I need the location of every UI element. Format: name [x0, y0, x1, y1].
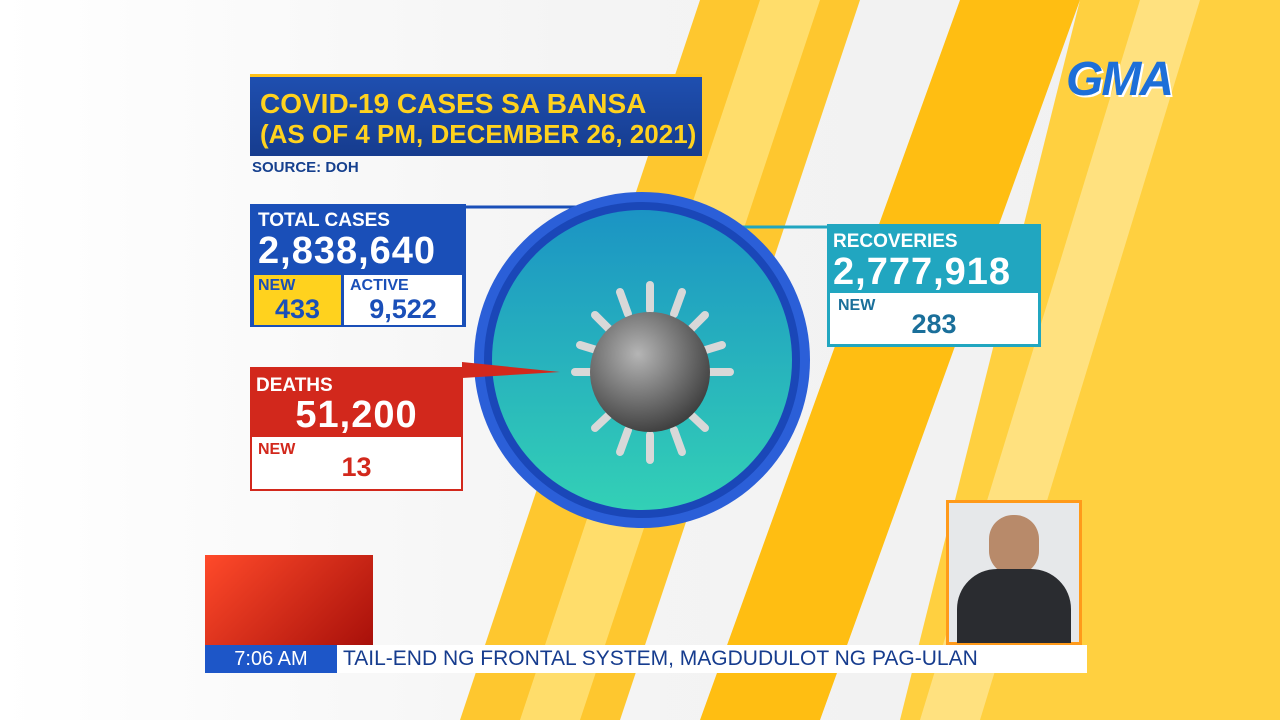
sign-interpreter — [946, 500, 1082, 645]
total-cases-box: TOTAL CASES 2,838,640 NEW 433 ACTIVE 9,5… — [250, 204, 466, 327]
value: 9,522 — [369, 294, 437, 324]
value: 51,200 — [295, 394, 418, 436]
active-box: ACTIVE 9,522 — [344, 275, 462, 325]
show-graphic — [205, 555, 373, 645]
recoveries-box: RECOVERIES 2,777,918 NEW 283 — [827, 224, 1041, 347]
label: NEW — [258, 277, 296, 294]
value: 433 — [274, 294, 321, 324]
label: RECOVERIES — [833, 231, 958, 252]
value: 13 — [341, 452, 372, 482]
title-box: COVID-19 CASES SA BANSA (AS OF 4 PM, DEC… — [250, 74, 702, 156]
title: COVID-19 CASES SA BANSA — [260, 88, 647, 119]
label: ACTIVE — [350, 277, 409, 294]
subtitle: (AS OF 4 PM, DECEMBER 26, 2021) — [260, 119, 697, 149]
source: SOURCE: DOH — [252, 159, 359, 176]
ticker-headline: TAIL-END NG FRONTAL SYSTEM, MAGDUDULOT N… — [337, 645, 1087, 673]
label: NEW — [838, 297, 876, 314]
new-box: NEW 433 — [254, 275, 341, 325]
value: 2,777,918 — [833, 251, 1012, 293]
label: DEATHS — [256, 375, 333, 396]
label: NEW — [258, 441, 296, 458]
ticker-time: 7:06 AM — [205, 645, 337, 673]
label: TOTAL CASES — [258, 210, 390, 231]
logo: GMA — [1066, 53, 1174, 106]
deaths-box: DEATHS 51,200 NEW 13 — [250, 367, 463, 491]
value: 283 — [911, 309, 957, 339]
value: 2,838,640 — [258, 230, 437, 272]
